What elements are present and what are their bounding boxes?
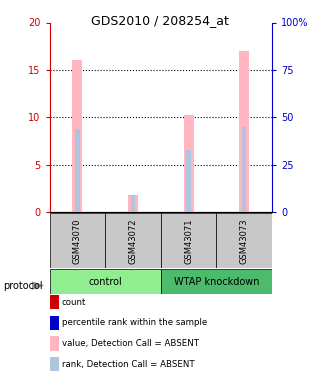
Text: GSM43070: GSM43070 [73, 218, 82, 264]
Bar [131, 195, 135, 212]
Bar [216, 213, 272, 268]
Polygon shape [32, 281, 44, 290]
Text: GSM43071: GSM43071 [184, 218, 193, 264]
Text: count: count [62, 298, 86, 307]
Bar [239, 51, 249, 212]
Bar [50, 213, 105, 268]
Text: GDS2010 / 208254_at: GDS2010 / 208254_at [91, 14, 229, 27]
Bar [72, 60, 83, 212]
Text: WTAP knockdown: WTAP knockdown [174, 277, 259, 286]
Text: GSM43073: GSM43073 [240, 218, 249, 264]
Bar [75, 129, 80, 212]
Bar [186, 150, 191, 212]
Text: value, Detection Call = ABSENT: value, Detection Call = ABSENT [62, 339, 199, 348]
Text: rank, Detection Call = ABSENT: rank, Detection Call = ABSENT [62, 360, 194, 369]
Text: percentile rank within the sample: percentile rank within the sample [62, 318, 207, 327]
Text: GSM43072: GSM43072 [129, 218, 138, 264]
Bar [50, 269, 161, 294]
Text: control: control [88, 277, 122, 286]
Bar [105, 213, 161, 268]
Bar [128, 195, 138, 212]
Text: protocol: protocol [3, 281, 43, 291]
Bar [161, 269, 272, 294]
Bar [184, 115, 194, 212]
Bar [242, 127, 246, 212]
Bar [161, 213, 216, 268]
